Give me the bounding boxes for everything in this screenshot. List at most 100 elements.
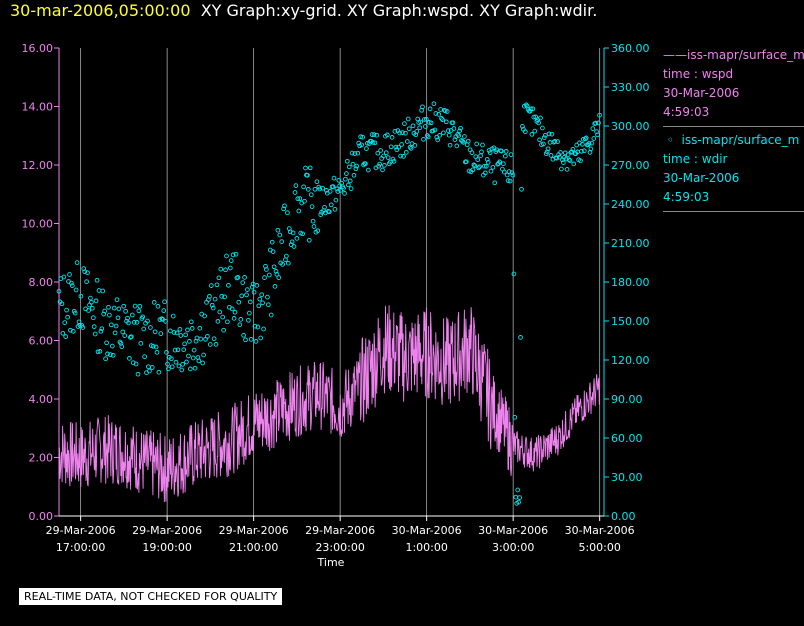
wdir-point bbox=[145, 318, 150, 324]
wdir-point bbox=[506, 169, 512, 174]
wdir-point bbox=[127, 356, 132, 361]
wdir-point bbox=[565, 152, 571, 158]
wdir-point bbox=[527, 108, 533, 114]
wdir-point bbox=[275, 227, 281, 233]
wdir-point bbox=[209, 302, 215, 308]
wdir-point bbox=[146, 364, 151, 370]
wdir-point bbox=[401, 154, 406, 159]
wdir-point bbox=[499, 148, 504, 154]
wdir-point bbox=[120, 329, 126, 335]
wdir-point bbox=[254, 283, 260, 288]
wdir-point bbox=[231, 316, 237, 321]
wdir-point bbox=[151, 300, 157, 305]
wdir-point bbox=[142, 354, 147, 360]
wdir-point bbox=[541, 135, 547, 141]
wdir-point bbox=[346, 164, 352, 170]
wdir-point bbox=[403, 130, 408, 136]
wdir-point bbox=[252, 323, 258, 329]
legend-wdir-var: time : wdir bbox=[663, 152, 728, 166]
wdir-point bbox=[159, 316, 165, 322]
wdir-point bbox=[78, 293, 84, 299]
wdir-point bbox=[236, 299, 242, 305]
wdir-point bbox=[501, 161, 506, 167]
wdir-point bbox=[122, 333, 128, 338]
wdir-point bbox=[215, 319, 221, 324]
wdir-point bbox=[418, 119, 423, 125]
wdir-point bbox=[183, 332, 188, 338]
wdir-point bbox=[544, 149, 550, 155]
wdir-point bbox=[590, 126, 596, 131]
wdir-point bbox=[293, 183, 299, 188]
wdir-point bbox=[167, 328, 173, 334]
wdir-point bbox=[105, 351, 110, 357]
wdir-point bbox=[381, 153, 386, 159]
wdir-point bbox=[554, 155, 560, 161]
wdir-point bbox=[385, 155, 391, 160]
wdir-point bbox=[522, 129, 528, 135]
wdir-point bbox=[306, 237, 312, 243]
wdir-point bbox=[104, 340, 109, 346]
wdir-point bbox=[455, 132, 461, 137]
wdir-point bbox=[282, 203, 287, 209]
wdir-point bbox=[476, 165, 481, 171]
wdir-point bbox=[255, 324, 261, 330]
wdir-point bbox=[588, 146, 594, 152]
wdir-point bbox=[114, 297, 120, 303]
wdir-point bbox=[380, 167, 385, 173]
wdir-point bbox=[513, 494, 519, 500]
wdir-point bbox=[359, 142, 364, 148]
wdir-point bbox=[178, 333, 184, 338]
wdir-point bbox=[184, 359, 189, 365]
wdir-point bbox=[558, 150, 563, 155]
wdir-point bbox=[333, 197, 339, 203]
wdir-point bbox=[400, 130, 405, 135]
wdir-point bbox=[530, 106, 536, 112]
wdir-point bbox=[383, 150, 389, 156]
title-timestamp: 30-mar-2006,05:00:00 bbox=[10, 1, 191, 20]
wdir-point bbox=[240, 280, 246, 285]
wdir-point bbox=[375, 150, 381, 156]
wdir-point bbox=[161, 308, 167, 313]
wdir-point bbox=[222, 294, 227, 300]
wdir-point bbox=[433, 111, 439, 116]
x-ticks: 29-Mar-2006 17:00:00 29-Mar-2006 19:00:00 29… bbox=[46, 516, 635, 554]
wdir-point bbox=[173, 359, 179, 365]
x-tick-date: 29-Mar-2006 bbox=[132, 524, 202, 537]
wdir-point bbox=[354, 163, 360, 169]
wdir-point bbox=[309, 204, 315, 209]
right-tick-label: 180.00 bbox=[611, 276, 650, 289]
wdir-point bbox=[98, 328, 104, 334]
wdir-point bbox=[399, 142, 404, 147]
wdir-point bbox=[488, 168, 494, 174]
left-ticks: 0.00 2.00 4.00 6.00 8.00 10.00 12.00 14.00 16.00 bbox=[22, 42, 59, 523]
wdir-point bbox=[169, 364, 175, 370]
wdir-point bbox=[581, 148, 587, 154]
wdir-point bbox=[228, 258, 234, 263]
wdir-point bbox=[112, 330, 118, 336]
wdir-point bbox=[365, 167, 371, 173]
wdir-point bbox=[192, 365, 198, 371]
wdir-point bbox=[80, 325, 86, 330]
wdir-point bbox=[531, 114, 537, 120]
wdir-point bbox=[460, 138, 465, 144]
wdir-point bbox=[295, 196, 301, 202]
wdir-point bbox=[311, 224, 317, 229]
wdir-point bbox=[475, 157, 481, 162]
wdir-point bbox=[408, 146, 414, 151]
wdir-point bbox=[280, 262, 285, 267]
wdir-point bbox=[272, 284, 278, 289]
wdir-point bbox=[56, 288, 62, 294]
wdir-point bbox=[189, 326, 195, 331]
title-text: XY Graph:xy-grid. XY Graph:wspd. XY Grap… bbox=[200, 1, 598, 20]
wdir-point bbox=[443, 119, 449, 125]
wdir-point bbox=[119, 344, 125, 349]
wdir-point bbox=[436, 112, 442, 117]
wdir-point bbox=[261, 326, 266, 332]
wdir-point bbox=[246, 310, 252, 316]
wdir-point bbox=[220, 314, 226, 320]
left-tick-label: 4.00 bbox=[29, 393, 54, 406]
wdir-point bbox=[307, 165, 313, 171]
wdir-point bbox=[480, 142, 485, 148]
wdir-point bbox=[470, 167, 476, 173]
